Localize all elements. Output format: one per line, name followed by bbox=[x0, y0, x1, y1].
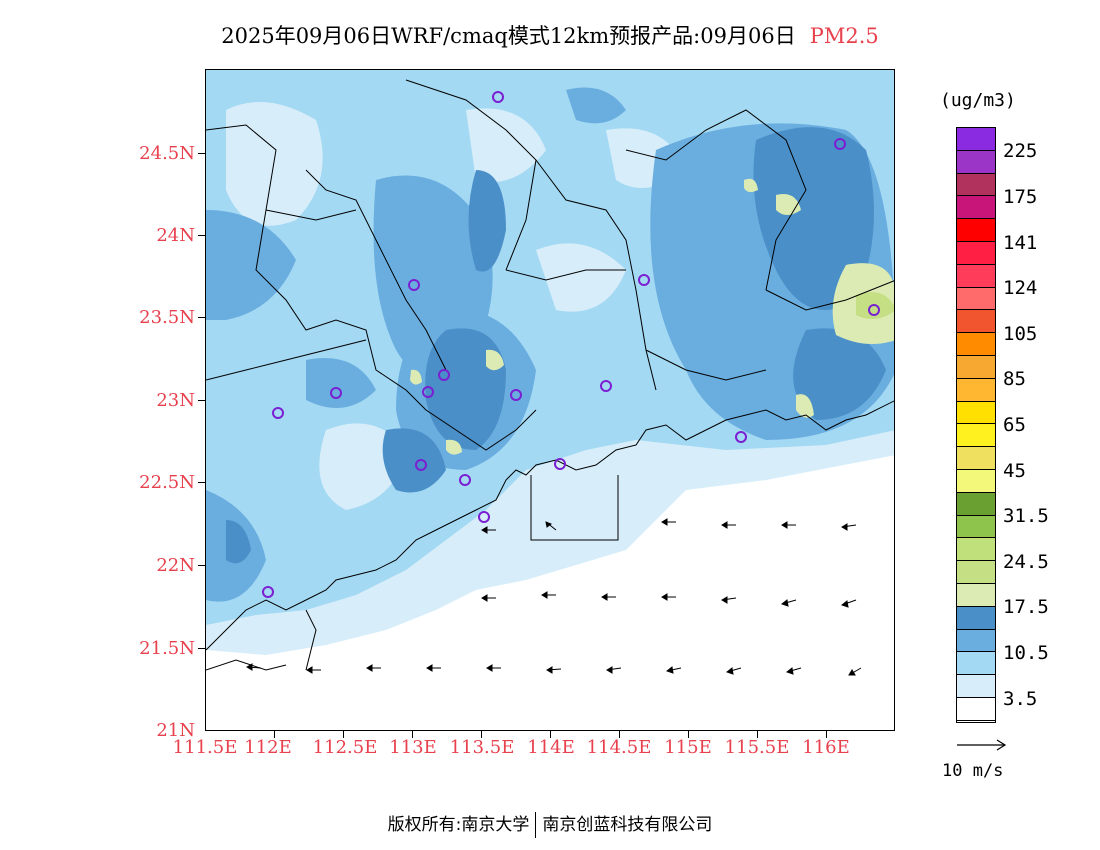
legend-swatch bbox=[957, 219, 995, 242]
x-tick bbox=[688, 731, 689, 738]
legend-swatch bbox=[957, 128, 995, 151]
y-tick bbox=[198, 317, 206, 318]
legend-swatch bbox=[957, 196, 995, 220]
x-tick-label-114E: 114E bbox=[527, 737, 575, 758]
legend-swatch bbox=[957, 424, 995, 448]
legend-label: 10.5 bbox=[1003, 642, 1049, 665]
legend-label: 31.5 bbox=[1003, 505, 1049, 528]
x-tick bbox=[550, 731, 551, 738]
legend-swatch bbox=[957, 287, 995, 311]
x-tick-label-115E: 115E bbox=[664, 737, 712, 758]
legend-swatch bbox=[957, 538, 995, 562]
y-tick bbox=[198, 400, 206, 401]
legend-label: 225 bbox=[1003, 140, 1038, 163]
chart-title: 2025年09月06日WRF/cmaq模式12km预报产品:09月06日 PM2.… bbox=[0, 20, 1100, 50]
reference-vector-arrow-icon bbox=[957, 739, 1007, 751]
legend-swatch bbox=[957, 378, 995, 402]
legend-swatch bbox=[957, 561, 995, 584]
y-tick-label-24.5N: 24.5N bbox=[139, 143, 195, 164]
x-tick-label-111.5E: 111.5E bbox=[172, 737, 238, 758]
legend-unit: (ug/m3) bbox=[940, 90, 1016, 111]
legend-label: 85 bbox=[1003, 368, 1026, 391]
legend-swatch bbox=[957, 401, 995, 425]
legend-label: 3.5 bbox=[1003, 687, 1038, 710]
y-tick bbox=[198, 648, 206, 649]
legend-label: 17.5 bbox=[1003, 596, 1049, 619]
legend-swatch bbox=[957, 469, 995, 493]
x-tick bbox=[343, 731, 344, 738]
legend-swatch bbox=[957, 697, 995, 721]
x-tick-label-113.5E: 113.5E bbox=[449, 737, 515, 758]
copyright-footer: 版权所有:南京大学 南京创蓝科技有限公司 bbox=[0, 810, 1100, 838]
x-tick bbox=[412, 731, 413, 738]
title-species: PM2.5 bbox=[809, 24, 879, 48]
legend-swatch bbox=[957, 173, 995, 197]
legend-label: 45 bbox=[1003, 459, 1026, 482]
y-tick-label-23.5N: 23.5N bbox=[139, 307, 195, 328]
y-tick-label-24N: 24N bbox=[156, 225, 195, 246]
y-tick bbox=[198, 565, 206, 566]
y-tick bbox=[198, 482, 206, 483]
y-tick bbox=[198, 153, 206, 154]
y-tick-label-22.5N: 22.5N bbox=[139, 472, 195, 493]
y-tick bbox=[198, 235, 206, 236]
title-main: 2025年09月06日WRF/cmaq模式12km预报产品:09月06日 bbox=[221, 24, 796, 48]
legend-swatch bbox=[957, 629, 995, 653]
legend-label: 65 bbox=[1003, 414, 1026, 436]
legend-swatch bbox=[957, 447, 995, 470]
legend-label: 105 bbox=[1003, 322, 1038, 345]
y-tick-label-22N: 22N bbox=[156, 555, 195, 576]
legend-swatch bbox=[957, 515, 995, 539]
reference-vector-label: 10 m/s bbox=[942, 761, 1004, 781]
map-panel bbox=[205, 69, 895, 731]
legend-swatch bbox=[957, 310, 995, 334]
x-tick bbox=[619, 731, 620, 738]
legend-label: 124 bbox=[1003, 277, 1038, 300]
legend-swatch bbox=[957, 652, 995, 676]
x-tick-label-113E: 113E bbox=[389, 737, 437, 758]
legend-label: 175 bbox=[1003, 185, 1038, 208]
y-tick-label-21N: 21N bbox=[156, 720, 195, 741]
footer-divider bbox=[535, 812, 537, 838]
legend-swatch bbox=[957, 355, 995, 379]
legend-swatch bbox=[957, 241, 995, 265]
y-tick-label-21.5N: 21.5N bbox=[139, 638, 195, 659]
pm25-concentration-map bbox=[206, 70, 894, 730]
copyright-left: 版权所有:南京大学 bbox=[387, 815, 530, 835]
x-tick-label-112E: 112E bbox=[244, 737, 292, 758]
x-tick-label-116E: 116E bbox=[802, 737, 850, 758]
color-legend bbox=[956, 127, 996, 723]
y-tick-label-23N: 23N bbox=[156, 390, 195, 411]
legend-swatch bbox=[957, 606, 995, 630]
legend-swatch bbox=[957, 675, 995, 698]
x-tick bbox=[757, 731, 758, 738]
copyright-right: 南京创蓝科技有限公司 bbox=[542, 815, 713, 835]
x-tick bbox=[826, 731, 827, 738]
x-tick bbox=[274, 731, 275, 738]
legend-swatch bbox=[957, 583, 995, 607]
legend-swatch bbox=[957, 333, 995, 356]
x-tick-label-112.5E: 112.5E bbox=[312, 737, 378, 758]
x-tick-label-115.5E: 115.5E bbox=[724, 737, 790, 758]
legend-swatch bbox=[957, 492, 995, 516]
x-tick-label-114.5E: 114.5E bbox=[586, 737, 652, 758]
legend-label: 141 bbox=[1003, 231, 1038, 254]
x-tick bbox=[481, 731, 482, 738]
legend-label: 24.5 bbox=[1003, 550, 1049, 573]
legend-swatch bbox=[957, 150, 995, 174]
legend-swatch bbox=[957, 264, 995, 288]
